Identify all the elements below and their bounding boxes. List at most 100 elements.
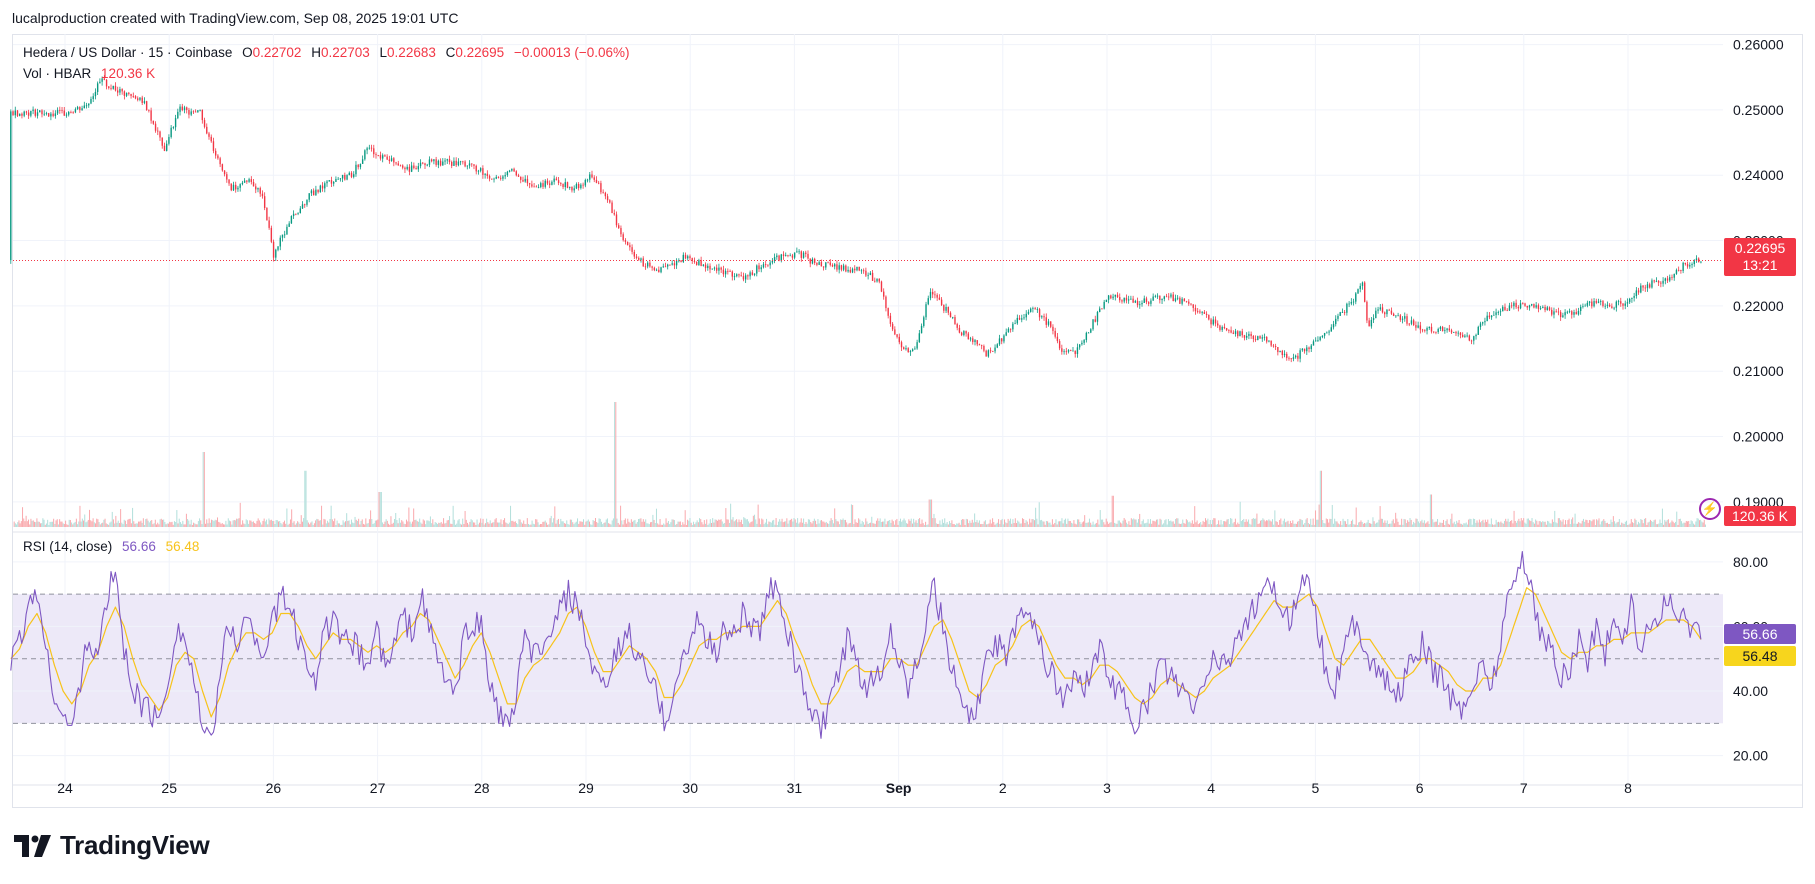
candle-body (1114, 294, 1116, 297)
candle-body (1116, 294, 1119, 298)
volume-bar (1396, 518, 1398, 527)
volume-bar (366, 523, 368, 527)
volume-bar (773, 519, 775, 527)
volume-bar (693, 521, 695, 527)
candle-body (1085, 332, 1088, 341)
candle-body (1482, 322, 1484, 324)
candle-body (52, 113, 54, 117)
volume-bar (343, 522, 345, 527)
x-axis-tick-label: 4 (1207, 780, 1215, 796)
rsi-label[interactable]: RSI (14, close) (23, 539, 113, 554)
volume-bar (710, 522, 712, 527)
volume-bar (451, 523, 453, 527)
candle-body (1399, 315, 1402, 320)
volume-bar (86, 521, 88, 527)
candle-body (1263, 336, 1266, 338)
low-value: 0.22683 (387, 45, 436, 60)
candle-body (1170, 294, 1172, 297)
volume-bar (428, 521, 430, 527)
volume-bar (411, 521, 413, 527)
candle-body (1366, 301, 1368, 321)
volume-bar (760, 524, 762, 527)
volume-bar (182, 520, 184, 527)
volume-bar (932, 518, 934, 527)
lightning-icon[interactable]: ⚡ (1699, 498, 1721, 520)
volume-bar (1065, 518, 1067, 527)
candle-body (874, 280, 876, 282)
close-value: 0.22695 (455, 45, 505, 60)
volume-bar (962, 519, 964, 527)
candle-body (856, 266, 858, 271)
candle-body (337, 178, 339, 180)
candle-body (393, 158, 395, 163)
candle-body (32, 109, 34, 111)
volume-bar (731, 519, 733, 527)
volume-bar (767, 524, 769, 527)
candle-body (390, 158, 393, 162)
candle-body (417, 166, 420, 170)
volume-bar (1353, 524, 1355, 527)
volume-bar (163, 519, 165, 527)
candle-body (1083, 340, 1085, 343)
candle-body (79, 107, 81, 111)
volume-bar (83, 520, 85, 527)
volume-bar (706, 519, 708, 527)
volume-bar (1509, 521, 1511, 527)
volume-bar (1657, 524, 1659, 527)
volume-label[interactable]: Vol · HBAR (23, 66, 92, 81)
volume-bar (1127, 524, 1129, 527)
volume-bar (1672, 521, 1674, 527)
candle-body (687, 256, 689, 259)
volume-bar (611, 520, 613, 527)
volume-bar (1161, 524, 1163, 527)
volume-bar (1682, 523, 1684, 527)
volume-bar (725, 508, 727, 527)
volume-bar (916, 522, 918, 527)
volume-bar (953, 524, 955, 527)
volume-bar (183, 524, 185, 527)
candle-body (346, 175, 348, 180)
volume-bar (1036, 518, 1038, 527)
volume-bar (722, 523, 724, 527)
volume-bar (1612, 516, 1614, 527)
candle-body (618, 225, 620, 229)
candle-body (831, 264, 834, 267)
symbol-label[interactable]: Hedera / US Dollar · 15 · Coinbase (23, 45, 233, 60)
tradingview-logo[interactable]: TradingView (14, 830, 210, 861)
candle-body (600, 183, 602, 193)
volume-bar (144, 524, 146, 527)
volume-bar (1628, 524, 1630, 527)
volume-bar (559, 524, 561, 527)
volume-bar (1604, 520, 1606, 527)
volume-bar (664, 524, 666, 527)
candle-body (170, 127, 172, 138)
volume-bar (1190, 523, 1192, 527)
candle-body (691, 258, 693, 262)
volume-bar (1416, 518, 1418, 527)
volume-bar (815, 520, 817, 527)
volume-bar (1173, 523, 1175, 527)
candle-body (422, 162, 424, 164)
volume-bar (555, 523, 557, 527)
candle-body (508, 170, 511, 172)
volume-bar (821, 520, 823, 527)
candle-body (1074, 350, 1076, 354)
volume-bar (278, 521, 280, 527)
volume-bar (342, 520, 344, 527)
volume-bar (837, 521, 839, 527)
volume-bar (886, 521, 888, 527)
volume-bar (1582, 518, 1584, 527)
candle-body (811, 258, 814, 264)
volume-bar (1165, 519, 1167, 527)
volume-bar (1067, 518, 1069, 527)
candle-body (159, 131, 161, 138)
volume-bar (1383, 522, 1385, 527)
volume-bar (505, 522, 507, 527)
volume-bar (642, 519, 644, 527)
volume-bar (1170, 520, 1172, 527)
volume-bar (1469, 518, 1471, 527)
volume-bar (238, 518, 240, 527)
candle-body (319, 185, 322, 193)
volume-bar (471, 520, 473, 527)
